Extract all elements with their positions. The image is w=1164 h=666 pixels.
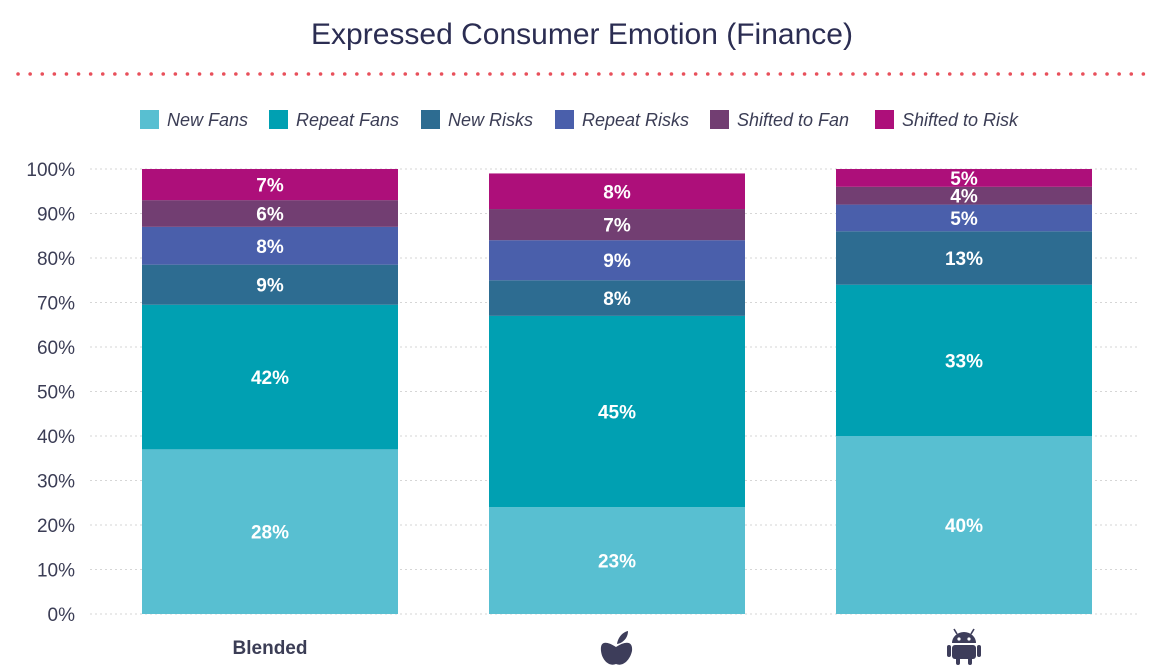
bar-segment-apple-shifted-to-risk bbox=[489, 173, 745, 210]
apple-icon bbox=[600, 631, 633, 665]
legend-label-repeat-risks: Repeat Risks bbox=[582, 110, 689, 130]
bar-segment-apple-shifted-to-fan bbox=[489, 209, 745, 241]
y-tick-label: 20% bbox=[37, 516, 75, 537]
bar-segment-android-new-fans bbox=[836, 436, 1092, 614]
legend-swatch-repeat-risks bbox=[555, 110, 574, 129]
data-label: 9% bbox=[603, 251, 631, 272]
data-label: 5% bbox=[950, 209, 978, 230]
legend-label-new-fans: New Fans bbox=[167, 110, 248, 130]
legend-swatch-shifted-to-risk bbox=[875, 110, 894, 129]
y-tick-label: 80% bbox=[37, 249, 75, 270]
bar-segment-blended-new-fans bbox=[142, 449, 398, 614]
bar-segment-android-shifted-to-risk bbox=[836, 169, 1092, 187]
legend-swatch-repeat-fans bbox=[269, 110, 288, 129]
bar-segment-blended-shifted-to-risk bbox=[142, 169, 398, 201]
y-tick-label: 40% bbox=[37, 427, 75, 448]
y-tick-label: 10% bbox=[37, 561, 75, 582]
bar-segment-apple-repeat-fans bbox=[489, 315, 745, 508]
bar-segment-android-repeat-risks bbox=[836, 204, 1092, 232]
bar-segment-android-repeat-fans bbox=[836, 284, 1092, 436]
legend-label-shifted-to-fan: Shifted to Fan bbox=[737, 110, 849, 130]
data-label: 9% bbox=[256, 276, 284, 297]
legend: New Fans Repeat Fans New Risks Repeat Risks… bbox=[140, 110, 1019, 130]
bar-segment-blended-shifted-to-fan bbox=[142, 200, 398, 227]
data-label: 28% bbox=[251, 523, 289, 544]
data-label: 45% bbox=[598, 403, 636, 424]
data-label: 33% bbox=[945, 351, 983, 372]
data-label: 7% bbox=[603, 216, 631, 237]
bars: 28% 42% 9% 8% 6% 7% 23% 45% 8% 9% 7% 8% 40% 33% 13% 5%4… bbox=[142, 169, 1092, 614]
android-icon bbox=[947, 628, 981, 665]
data-label: 42% bbox=[251, 368, 289, 389]
bar-segment-apple-repeat-risks bbox=[489, 240, 745, 281]
legend-swatch-new-fans bbox=[140, 110, 159, 129]
x-tick-label: Blended bbox=[233, 638, 308, 659]
y-tick-label: 0% bbox=[48, 605, 76, 626]
legend-label-new-risks: New Risks bbox=[448, 110, 533, 130]
data-label: 8% bbox=[256, 237, 284, 258]
data-label: 13% bbox=[945, 249, 983, 270]
y-tick-label: 60% bbox=[37, 338, 75, 359]
bar-segment-apple-new-fans bbox=[489, 507, 745, 614]
legend-swatch-shifted-to-fan bbox=[710, 110, 729, 129]
data-label: 23% bbox=[598, 552, 636, 573]
data-label: 5% bbox=[950, 169, 978, 190]
data-label: 4% bbox=[950, 187, 978, 208]
legend-swatch-new-risks bbox=[421, 110, 440, 129]
data-label: 7% bbox=[256, 176, 284, 197]
legend-label-repeat-fans: Repeat Fans bbox=[296, 110, 399, 130]
y-tick-label: 50% bbox=[37, 383, 75, 404]
bar-segment-blended-repeat-risks bbox=[142, 226, 398, 265]
y-tick-label: 90% bbox=[37, 205, 75, 226]
data-label: 8% bbox=[603, 289, 631, 310]
bar-segment-blended-new-risks bbox=[142, 264, 398, 305]
data-label: 40% bbox=[945, 516, 983, 537]
y-tick-label: 100% bbox=[26, 160, 75, 181]
x-axis: Blended bbox=[233, 628, 981, 665]
chart-title: Expressed Consumer Emotion (Finance) bbox=[311, 18, 853, 51]
y-tick-label: 30% bbox=[37, 472, 75, 493]
y-axis: 0% 10% 20% 30% 40% 50% 60% 70% 80% 90% 100% bbox=[26, 160, 75, 626]
legend-label-shifted-to-risk: Shifted to Risk bbox=[902, 110, 1019, 130]
data-label: 6% bbox=[256, 205, 284, 226]
y-tick-label: 70% bbox=[37, 294, 75, 315]
data-label: 8% bbox=[603, 182, 631, 203]
bar-segment-android-new-risks bbox=[836, 231, 1092, 285]
bar-segment-android-shifted-to-fan bbox=[836, 186, 1092, 205]
bar-segment-apple-new-risks bbox=[489, 280, 745, 316]
bar-segment-blended-repeat-fans bbox=[142, 304, 398, 450]
